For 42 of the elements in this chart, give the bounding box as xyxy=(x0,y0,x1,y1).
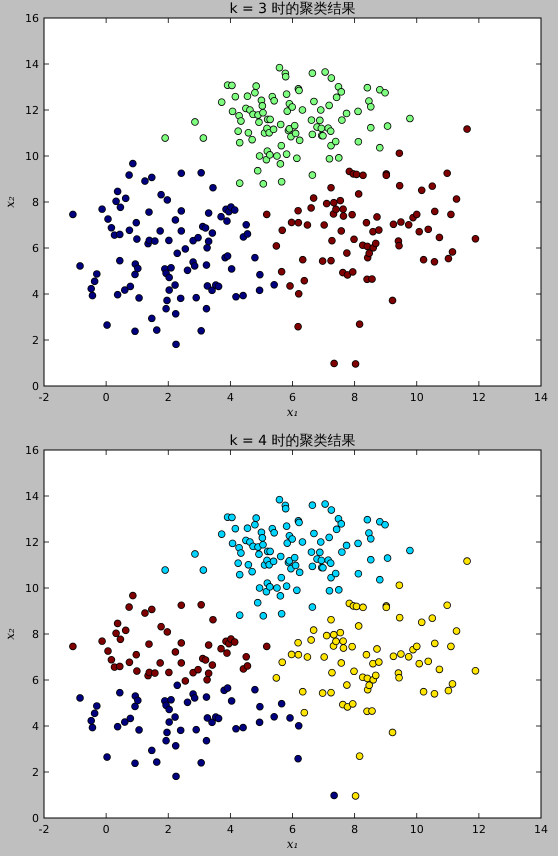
y-tick-label: 10 xyxy=(25,150,39,163)
x-tick-label: -2 xyxy=(38,823,50,836)
y-tick-label: 2 xyxy=(32,334,39,347)
x-tick-label: 2 xyxy=(164,391,172,404)
x-tick-label: 10 xyxy=(410,391,424,404)
y-tick-label: 8 xyxy=(32,628,39,641)
x-tick-label: -2 xyxy=(38,391,50,404)
y-tick-label: 12 xyxy=(25,104,39,117)
x-tick-label: 4 xyxy=(226,391,234,404)
y-tick-label: 14 xyxy=(25,58,39,71)
x-axis-title: x₁ xyxy=(286,837,298,851)
x-tick-label: 6 xyxy=(289,823,296,836)
x-tick-label: 0 xyxy=(102,391,110,404)
y-tick-label: 0 xyxy=(32,812,39,825)
chart-title: k = 4 时的聚类结果 xyxy=(229,433,356,449)
y-tick-label: 12 xyxy=(25,536,39,549)
chart-title: k = 3 时的聚类结果 xyxy=(229,1,356,17)
x-tick-label: 4 xyxy=(226,823,234,836)
y-tick-label: 10 xyxy=(25,582,39,595)
y-tick-label: 6 xyxy=(32,242,39,255)
x-axis-title: x₁ xyxy=(286,405,298,419)
y-axis-title: x₂ xyxy=(3,628,17,640)
x-tick-label: 12 xyxy=(472,391,486,404)
y-tick-label: 4 xyxy=(32,720,39,733)
x-tick-label: 2 xyxy=(164,823,172,836)
y-axis-title: x₂ xyxy=(3,196,17,208)
y-tick-label: 4 xyxy=(32,288,39,301)
x-tick-label: 6 xyxy=(289,391,296,404)
x-tick-label: 12 xyxy=(472,823,486,836)
y-tick-label: 0 xyxy=(32,380,39,393)
y-tick-label: 8 xyxy=(32,196,39,209)
y-tick-label: 2 xyxy=(32,766,39,779)
y-tick-label: 16 xyxy=(25,444,39,457)
x-tick-label: 8 xyxy=(351,391,358,404)
x-tick-label: 10 xyxy=(410,823,424,836)
x-tick-label: 0 xyxy=(102,823,110,836)
y-tick-label: 16 xyxy=(25,12,39,25)
y-tick-label: 6 xyxy=(32,674,39,687)
x-tick-label: 14 xyxy=(534,823,548,836)
x-tick-label: 8 xyxy=(351,823,358,836)
x-tick-label: 14 xyxy=(534,391,548,404)
y-tick-label: 14 xyxy=(25,490,39,503)
